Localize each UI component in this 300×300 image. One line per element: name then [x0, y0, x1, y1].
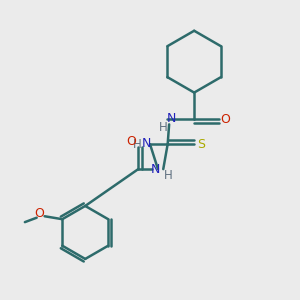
Text: N: N: [150, 163, 160, 176]
Text: O: O: [35, 207, 44, 220]
Text: H: H: [159, 121, 168, 134]
Text: O: O: [126, 135, 136, 148]
Text: H: H: [164, 169, 173, 182]
Text: S: S: [196, 138, 205, 151]
Text: N: N: [142, 137, 151, 150]
Text: H: H: [132, 138, 141, 151]
Text: O: O: [221, 112, 231, 126]
Text: N: N: [167, 112, 176, 125]
